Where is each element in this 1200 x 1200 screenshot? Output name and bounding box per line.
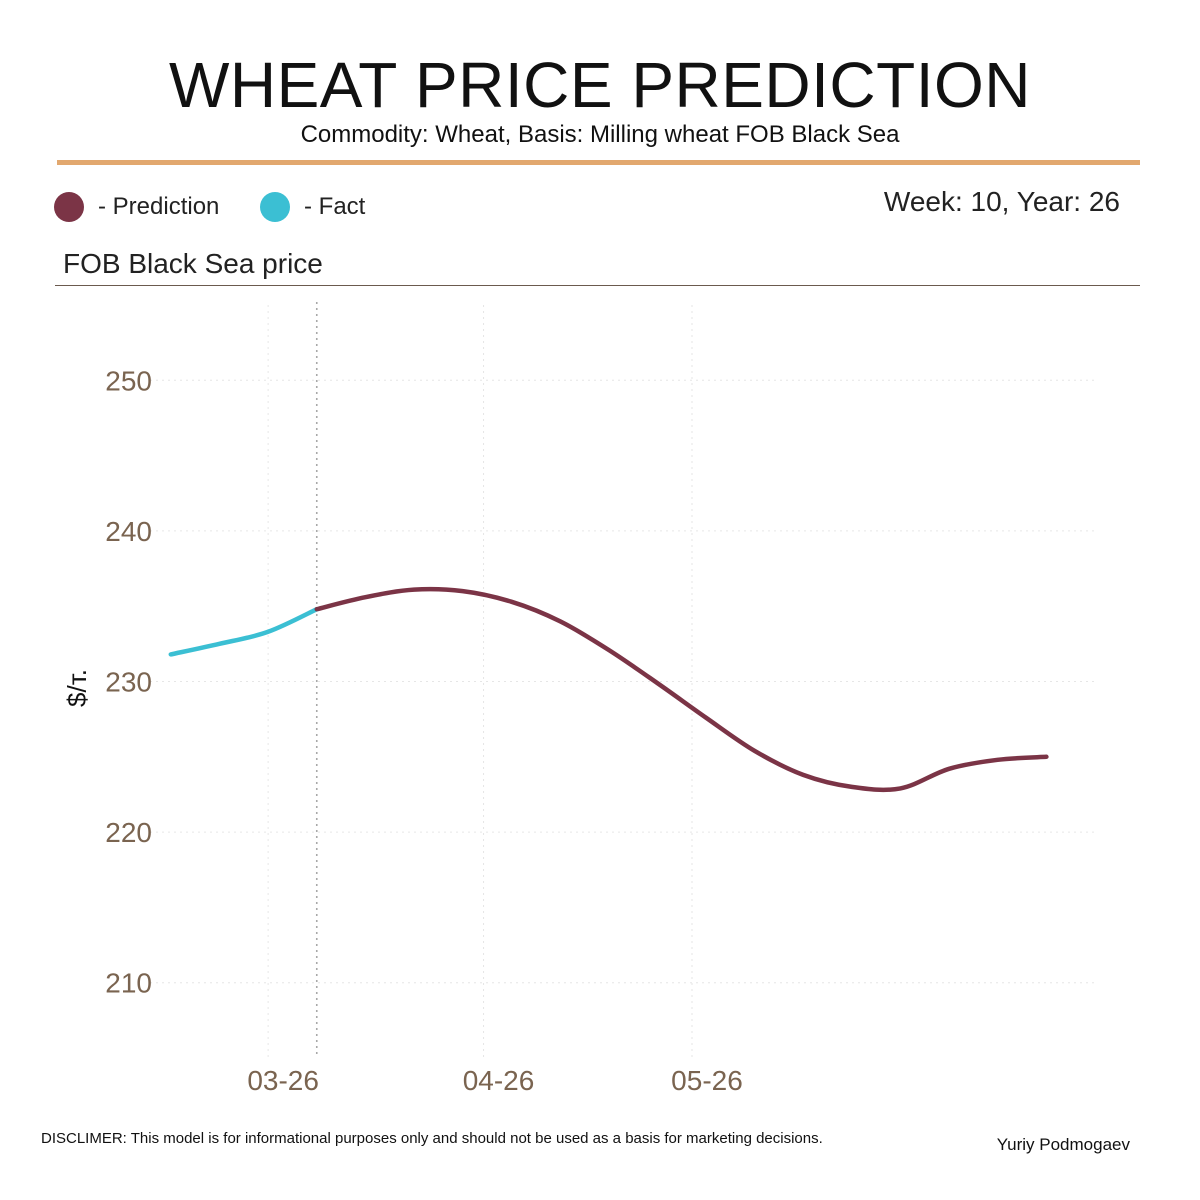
chart-marks <box>168 586 1049 793</box>
legend-dot-fact <box>260 192 290 222</box>
legend-label-prediction: - Prediction <box>98 193 220 220</box>
legend-dot-prediction <box>54 192 84 222</box>
chart-labels: 210 220 230 240 250 03-26 04-26 05-26 $/т. <box>62 365 743 1096</box>
x-tick-label: 03-26 <box>247 1065 319 1096</box>
accent-divider <box>57 160 1140 165</box>
y-tick-label: 230 <box>105 667 152 698</box>
legend-label-fact: - Fact <box>304 193 366 220</box>
legend-item-prediction: - Prediction <box>54 192 219 222</box>
y-tick-label: 250 <box>105 365 152 396</box>
series-line-fact <box>168 606 320 657</box>
series-line-prediction <box>314 586 1049 793</box>
panel-divider <box>55 285 1140 286</box>
y-tick-label: 210 <box>105 968 152 999</box>
x-tick-label: 04-26 <box>463 1065 535 1096</box>
chart-grid <box>150 302 1095 1058</box>
author-name: Yuriy Podmogaev <box>996 1135 1130 1154</box>
week-label: Week: 10, Year: 26 <box>883 186 1120 217</box>
disclaimer-text: DISCLIMER: This model is for information… <box>41 1130 823 1147</box>
x-tick-label: 05-26 <box>671 1065 743 1096</box>
panel-title: FOB Black Sea price <box>63 248 323 279</box>
y-tick-label: 220 <box>105 817 152 848</box>
page-title: WHEAT PRICE PREDICTION <box>168 49 1032 121</box>
legend-item-fact: - Fact <box>260 192 365 222</box>
y-tick-label: 240 <box>105 516 152 547</box>
y-axis-label: $/т. <box>62 669 92 707</box>
page-subtitle: Commodity: Wheat, Basis: Milling wheat F… <box>300 121 900 148</box>
